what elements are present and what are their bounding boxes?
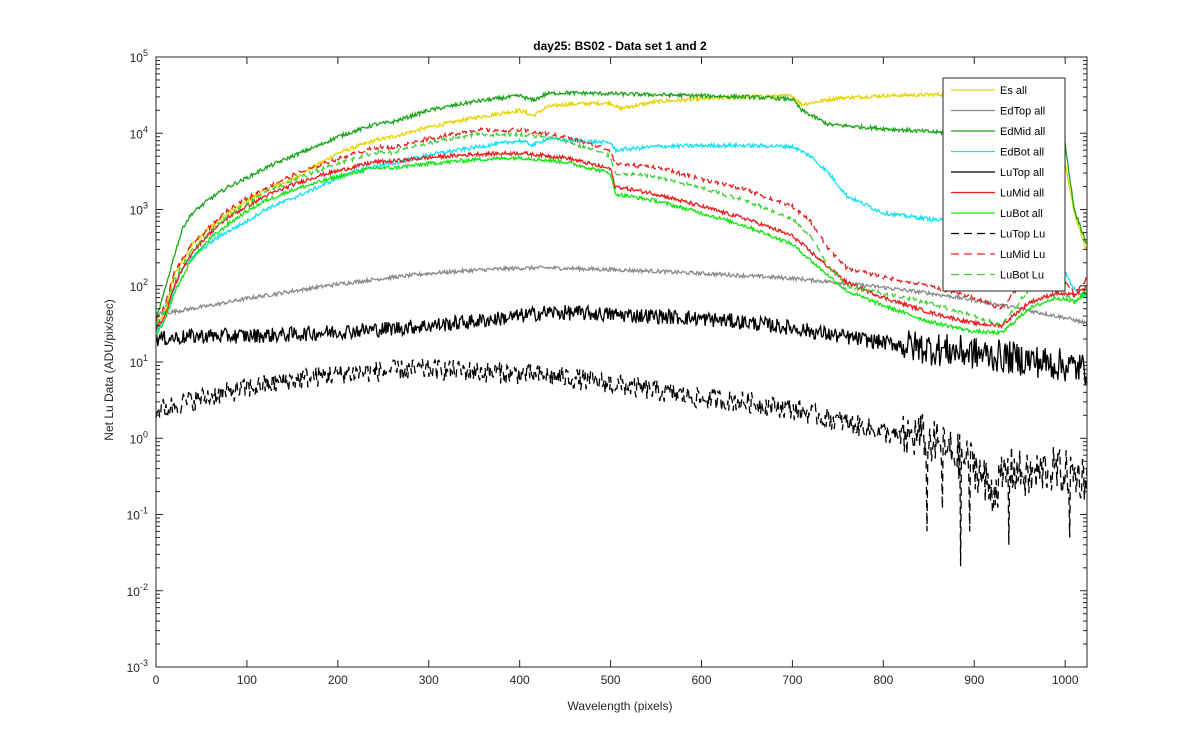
series-line-4 <box>156 303 1087 386</box>
y-tick-exponent: 4 <box>143 124 148 134</box>
y-tick-exponent: -1 <box>140 506 148 516</box>
x-tick-label: 300 <box>419 673 439 687</box>
series-layer <box>156 89 1087 567</box>
y-tick-label: 100 <box>130 429 148 446</box>
y-tick-label: 10-3 <box>127 658 148 675</box>
x-tick-label: 900 <box>964 673 984 687</box>
y-tick-base: 10 <box>127 509 141 523</box>
x-tick-label: 700 <box>782 673 802 687</box>
y-tick-label: 105 <box>130 48 148 65</box>
y-tick-base: 10 <box>130 280 144 294</box>
x-tick-label: 1000 <box>1052 673 1079 687</box>
legend-label-2: EdMid all <box>1000 126 1045 138</box>
series-line-7 <box>156 358 1087 567</box>
series-line-5 <box>156 149 1087 330</box>
x-tick-label: 500 <box>601 673 621 687</box>
series-line-2 <box>156 89 1087 319</box>
y-tick-exponent: 1 <box>143 353 148 363</box>
series-line-6 <box>156 154 1087 337</box>
legend-label-6: LuBot all <box>1000 208 1043 220</box>
x-tick-label: 0 <box>153 673 160 687</box>
y-tick-base: 10 <box>127 585 141 599</box>
y-tick-exponent: 0 <box>143 429 148 439</box>
x-tick-label: 100 <box>237 673 257 687</box>
series-line-1 <box>156 264 1087 327</box>
x-axis-label: Wavelength (pixels) <box>568 699 673 713</box>
series-line-8 <box>156 126 1087 323</box>
y-tick-label: 102 <box>130 277 148 294</box>
x-tick-label: 800 <box>873 673 893 687</box>
y-tick-base: 10 <box>130 432 144 446</box>
legend-label-5: LuMid all <box>1000 188 1044 200</box>
legend: Es all EdTop all EdMid all EdBot all LuTop a… <box>942 77 1066 292</box>
y-tick-label: 10-2 <box>127 582 148 599</box>
x-tick-label: 600 <box>691 673 711 687</box>
y-tick-exponent: 5 <box>143 48 148 58</box>
legend-label-7: LuTop Lu <box>1000 229 1045 241</box>
x-tick-label: 200 <box>328 673 348 687</box>
y-tick-exponent: 3 <box>143 201 148 211</box>
y-tick-base: 10 <box>130 51 144 65</box>
y-tick-base: 10 <box>130 204 144 218</box>
legend-label-4: LuTop all <box>1000 167 1044 179</box>
series-line-3 <box>156 135 1087 333</box>
legend-label-9: LuBot Lu <box>1000 270 1044 282</box>
series-line-9 <box>156 130 1087 327</box>
y-tick-label: 10-1 <box>127 506 148 523</box>
x-axis: 0 100 200 300 400 500 600 700 800 900 1000 <box>153 57 1079 687</box>
legend-label-0: Es all <box>1000 85 1027 97</box>
y-tick-exponent: 2 <box>143 277 148 287</box>
chart-title: day25: BS02 - Data set 1 and 2 <box>533 39 707 53</box>
y-axis-label: Net Lu Data (ADU/pix/sec) <box>102 299 116 440</box>
x-tick-label: 400 <box>510 673 530 687</box>
y-tick-exponent: -3 <box>140 658 148 668</box>
y-tick-label: 101 <box>130 353 148 370</box>
y-tick-base: 10 <box>127 661 141 675</box>
y-tick-label: 104 <box>130 124 148 141</box>
y-tick-label: 103 <box>130 201 148 218</box>
y-tick-exponent: -2 <box>140 582 148 592</box>
legend-label-3: EdBot all <box>1000 147 1044 159</box>
legend-box <box>942 77 1066 292</box>
legend-label-8: LuMid Lu <box>1000 249 1045 261</box>
y-tick-base: 10 <box>130 127 144 141</box>
y-tick-base: 10 <box>130 356 144 370</box>
legend-label-1: EdTop all <box>1000 106 1045 118</box>
